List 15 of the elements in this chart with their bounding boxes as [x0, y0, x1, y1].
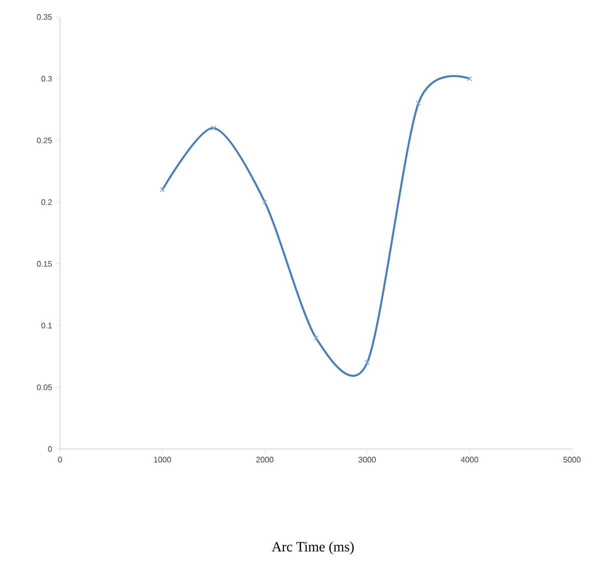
y-tick-label: 0.2: [41, 199, 52, 205]
text: Arc Time (ms): [272, 542, 354, 554]
y-tick-label: 0.1: [41, 322, 52, 328]
y-tick-label: 0.05: [36, 384, 52, 390]
x-tick-label: 5000: [563, 456, 581, 462]
y-tick-label: 0: [48, 446, 52, 452]
x-tick-label: 0: [58, 456, 62, 462]
x-tick-label: 2000: [256, 456, 274, 462]
y-tick-label: 0.25: [36, 138, 52, 144]
x-tick-label: 3000: [358, 456, 376, 462]
y-tick-label: 0.15: [36, 261, 52, 267]
y-tick-label: 0.35: [36, 14, 52, 20]
y-tick-label: 0.3: [41, 76, 52, 82]
x-tick-label: 4000: [460, 456, 478, 462]
x-tick-label: 1000: [154, 456, 171, 462]
